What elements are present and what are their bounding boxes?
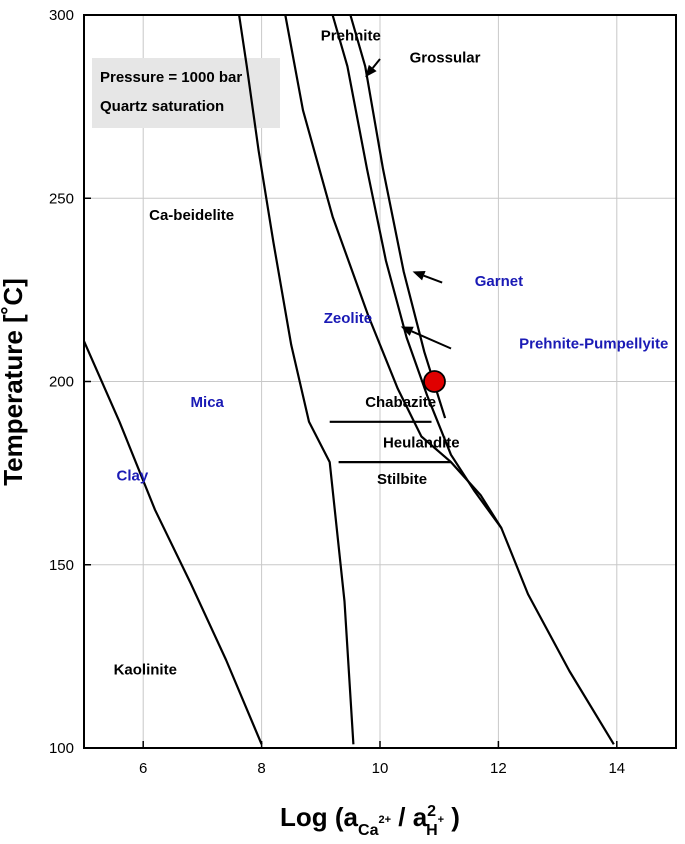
y-tick-label: 100 — [49, 740, 74, 757]
grossular-arrow-shaft — [371, 58, 381, 69]
annotation-arrows — [365, 58, 452, 350]
label-prehnite: Prehnite — [321, 28, 381, 45]
boundary-prehnite-grossular — [331, 14, 503, 529]
y-tick-label: 150 — [49, 557, 74, 574]
garnet-arrow-shaft — [423, 274, 443, 284]
grossular-arrow-head — [365, 64, 377, 78]
label-garnet: Garnet — [475, 273, 523, 290]
conditions-box-group: Pressure = 1000 bar Quartz saturation — [92, 58, 280, 128]
label-heulandite: Heulandite — [383, 434, 460, 451]
x-tick-label: 14 — [608, 760, 625, 777]
x-tick-label: 8 — [257, 760, 265, 777]
x-tick-label: 6 — [139, 760, 147, 777]
boundary-grossular-garnet — [349, 14, 447, 419]
y-tick-label: 200 — [49, 374, 74, 391]
prehnite-pumpellyite-arrow-shaft — [411, 330, 452, 350]
boundary-zeolite-prehnite — [284, 14, 615, 745]
label-grossular: Grossular — [410, 50, 481, 67]
label-stilbite: Stilbite — [377, 471, 427, 488]
y-tick-label: 300 — [49, 7, 74, 24]
label-prehnite-pumpellyite: Prehnite-Pumpellyite — [519, 336, 668, 353]
y-tick-label: 250 — [49, 190, 74, 207]
label-zeolite: Zeolite — [324, 310, 372, 327]
condition-pressure: Pressure = 1000 bar — [100, 69, 242, 86]
data-point-group — [423, 370, 446, 393]
garnet-arrow-head — [412, 271, 426, 281]
boundary-cabeidelite-zeolite — [238, 14, 355, 745]
condition-quartz: Quartz saturation — [100, 98, 224, 115]
region-labels: Prehnite Grossular Ca-beidelite Garnet Zeoli… — [114, 28, 669, 679]
axis-ticks: 6 8 10 12 14 100 150 200 250 300 — [49, 7, 625, 777]
label-mica: Mica — [191, 394, 225, 411]
x-tick-label: 10 — [372, 760, 389, 777]
x-tick-label: 12 — [490, 760, 507, 777]
prehnite-pumpellyite-arrow-head — [400, 326, 414, 336]
x-axis-title: Log (aCa2+ / a2 H+ ) — [280, 802, 460, 839]
phase-boundaries — [82, 14, 615, 745]
y-axis-title: Temperature [˚C] — [0, 278, 28, 486]
conditions-box — [92, 58, 280, 128]
label-chabazite: Chabazite — [365, 394, 436, 411]
label-kaolinite: Kaolinite — [114, 662, 177, 679]
label-clay: Clay — [117, 467, 149, 484]
data-point-red — [423, 370, 446, 393]
label-ca-beidelite: Ca-beidelite — [149, 207, 234, 224]
boundary-clay-mica — [82, 340, 263, 745]
